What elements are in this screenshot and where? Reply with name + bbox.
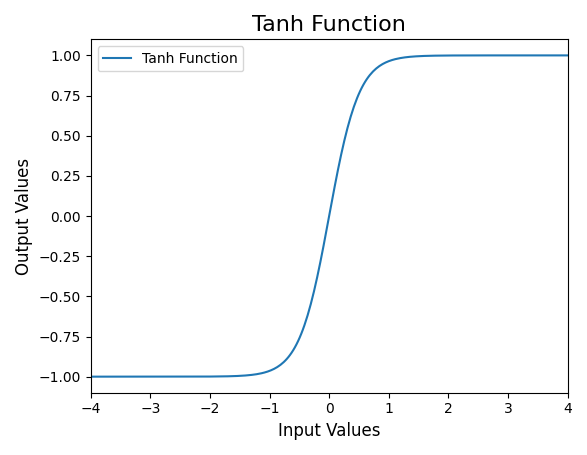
Tanh Function [371, 67, 378, 73]
Tanh Function [489, 53, 496, 58]
Tanh Function [519, 53, 527, 58]
Line: Tanh Function: Tanh Function [90, 56, 568, 377]
Legend: Tanh Function: Tanh Function [97, 46, 244, 71]
Y-axis label: Output Values: Output Values [15, 157, 33, 274]
Tanh Function [89, 374, 96, 379]
Tanh Function [369, 69, 376, 74]
Title: Tanh Function: Tanh Function [252, 15, 406, 35]
Tanh Function [87, 374, 94, 379]
X-axis label: Input Values: Input Values [278, 422, 380, 440]
Tanh Function [564, 53, 571, 58]
Tanh Function [379, 61, 386, 67]
